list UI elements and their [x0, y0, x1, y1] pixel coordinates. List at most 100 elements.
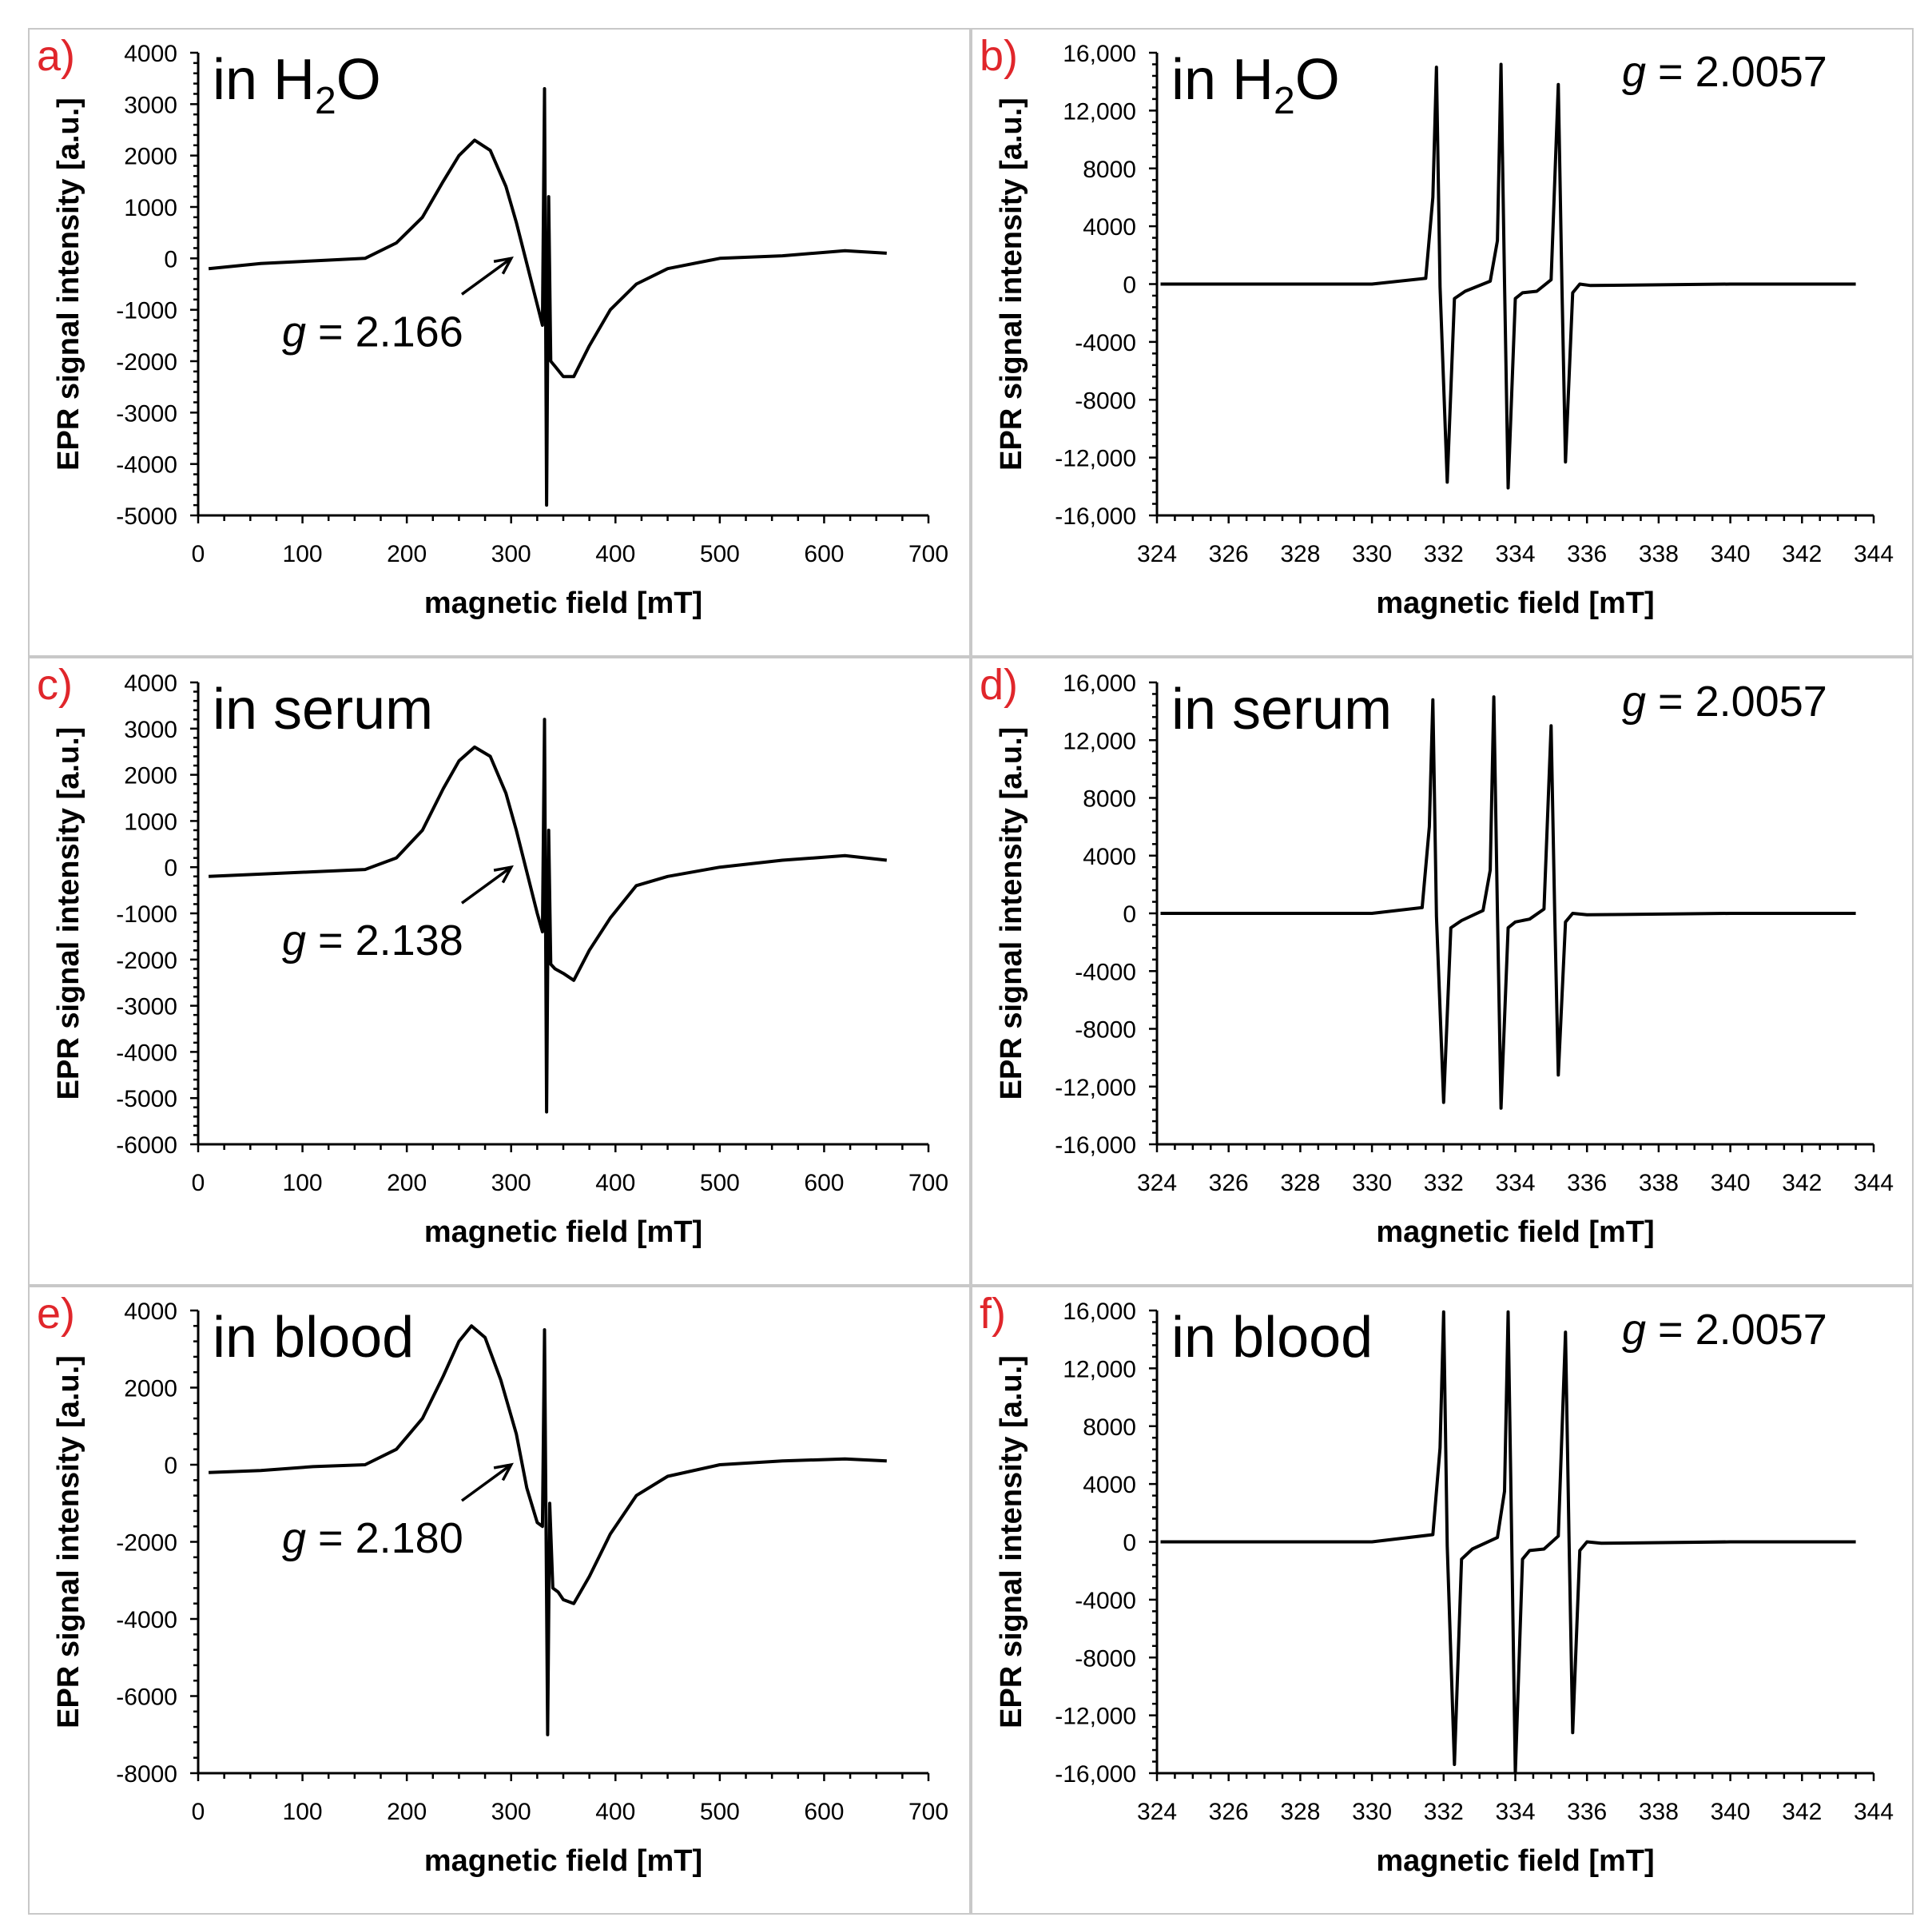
y-tick-label: 12,000	[1063, 1356, 1136, 1382]
x-tick-label: 332	[1424, 1170, 1464, 1196]
g-value: = 2.138	[306, 917, 463, 964]
x-tick-label: 300	[491, 1799, 531, 1825]
y-tick-label: 3000	[124, 92, 177, 118]
x-tick-label: 300	[491, 1170, 531, 1196]
x-tick-label: 100	[283, 1799, 323, 1825]
g-factor-label: g = 2.0057	[1622, 678, 1827, 726]
spectrum-line	[209, 718, 888, 1114]
x-tick-label: 344	[1854, 1799, 1894, 1825]
x-tick-label: 340	[1711, 1799, 1751, 1825]
x-tick-label: 600	[804, 1170, 844, 1196]
y-tick-label: -4000	[116, 452, 177, 479]
y-tick-label: -4000	[1075, 959, 1136, 985]
condition-label: in H2O	[213, 48, 381, 122]
x-tick-label: 300	[491, 541, 531, 567]
y-tick-label: 16,000	[1063, 1299, 1136, 1325]
y-tick-label: 8000	[1083, 1414, 1136, 1441]
condition-subscript: 2	[1274, 80, 1295, 122]
g-factor-label: g = 2.0057	[1622, 1306, 1827, 1354]
x-tick-label: 0	[192, 1799, 205, 1825]
x-tick-label: 326	[1209, 541, 1249, 567]
y-tick-label: -12,000	[1055, 1704, 1136, 1730]
y-tick-label: 8000	[1083, 157, 1136, 183]
x-tick-label: 200	[387, 1799, 427, 1825]
x-tick-label: 328	[1280, 1799, 1320, 1825]
y-tick-label: 0	[164, 246, 177, 272]
x-tick-label: 326	[1209, 1799, 1249, 1825]
g-arrow	[460, 865, 512, 905]
condition-label: in serum	[213, 678, 433, 742]
x-tick-label: 328	[1280, 1170, 1320, 1196]
x-tick-label: 326	[1209, 1170, 1249, 1196]
g-value: = 2.0057	[1646, 48, 1827, 96]
y-axis-title: EPR signal intensity [a.u.]	[52, 97, 85, 471]
g-arrowhead	[493, 1462, 514, 1482]
x-tick-label: 338	[1639, 1170, 1679, 1196]
y-tick-label: 4000	[124, 670, 177, 697]
panel-label: d)	[980, 661, 1018, 709]
chart-panel-d: -16,000 -12,000 -8000 -4000 0 4000 8000 12,000 1…	[971, 657, 1914, 1286]
g-symbol: g	[1622, 678, 1646, 726]
x-tick-label: 500	[700, 541, 740, 567]
y-tick-label: 4000	[124, 1299, 177, 1325]
y-tick-label: -16,000	[1055, 1761, 1136, 1788]
spectrum-line	[1160, 1310, 1856, 1775]
x-axis-title: magnetic field [mT]	[1376, 1844, 1654, 1878]
y-axis-title: EPR signal intensity [a.u.]	[995, 97, 1028, 471]
y-tick-label: 0	[1123, 901, 1136, 928]
y-axis-title: EPR signal intensity [a.u.]	[52, 727, 85, 1100]
panel-frame	[971, 1286, 1914, 1915]
y-tick-label: 2000	[124, 144, 177, 170]
g-symbol: g	[1622, 1306, 1646, 1354]
y-tick-label: -8000	[116, 1761, 177, 1788]
y-tick-label: -4000	[1075, 1588, 1136, 1614]
x-tick-label: 344	[1854, 1170, 1894, 1196]
g-arrow	[460, 257, 512, 296]
x-tick-label: 328	[1280, 541, 1320, 567]
y-tick-label: 4000	[124, 41, 177, 67]
x-tick-label: 0	[192, 541, 205, 567]
condition-label: in H2O	[1171, 48, 1340, 122]
panel-frame	[971, 657, 1914, 1286]
y-tick-label: -5000	[116, 1086, 177, 1112]
x-tick-label: 336	[1567, 541, 1607, 567]
condition-tail: O	[336, 48, 381, 112]
y-tick-label: -8000	[1075, 1017, 1136, 1044]
g-arrowhead	[493, 256, 514, 275]
x-tick-label: 330	[1352, 541, 1392, 567]
x-tick-label: 334	[1495, 1799, 1535, 1825]
x-tick-label: 324	[1137, 1170, 1177, 1196]
y-tick-label: -1000	[116, 298, 177, 324]
spectrum-line	[1160, 62, 1856, 490]
y-tick-label: 2000	[124, 1376, 177, 1402]
y-tick-label: -4000	[116, 1607, 177, 1633]
g-symbol: g	[282, 917, 306, 964]
chart-panel-a: -5000-4000-3000-2000-1000010002000300040…	[28, 28, 971, 657]
x-tick-label: 332	[1424, 1799, 1464, 1825]
chart-panel-b: -16,000 -12,000 -8000 -4000 0 4000 8000 12,000 1…	[971, 28, 1914, 657]
condition-main: in serum	[213, 678, 433, 742]
g-factor-label: g = 2.166	[282, 308, 463, 356]
x-tick-label: 334	[1495, 541, 1535, 567]
x-tick-label: 600	[804, 1799, 844, 1825]
x-tick-label: 700	[908, 1170, 948, 1196]
y-tick-label: 12,000	[1063, 728, 1136, 754]
x-tick-label: 324	[1137, 541, 1177, 567]
y-tick-label: 8000	[1083, 786, 1136, 813]
y-axis-title: EPR signal intensity [a.u.]	[995, 1355, 1028, 1728]
condition-main: in blood	[213, 1306, 414, 1370]
g-value: = 2.180	[306, 1514, 463, 1562]
condition-label: in blood	[213, 1306, 414, 1370]
x-axis-title: magnetic field [mT]	[424, 1844, 702, 1878]
y-tick-label: 0	[164, 1453, 177, 1479]
panel-frame	[971, 28, 1914, 657]
panel-label: e)	[37, 1290, 75, 1338]
y-tick-label: -6000	[116, 1684, 177, 1711]
x-tick-label: 500	[700, 1170, 740, 1196]
condition-main: in blood	[1171, 1306, 1373, 1370]
x-tick-label: 0	[192, 1170, 205, 1196]
x-tick-label: 200	[387, 541, 427, 567]
x-tick-label: 338	[1639, 541, 1679, 567]
y-tick-label: -5000	[116, 503, 177, 530]
